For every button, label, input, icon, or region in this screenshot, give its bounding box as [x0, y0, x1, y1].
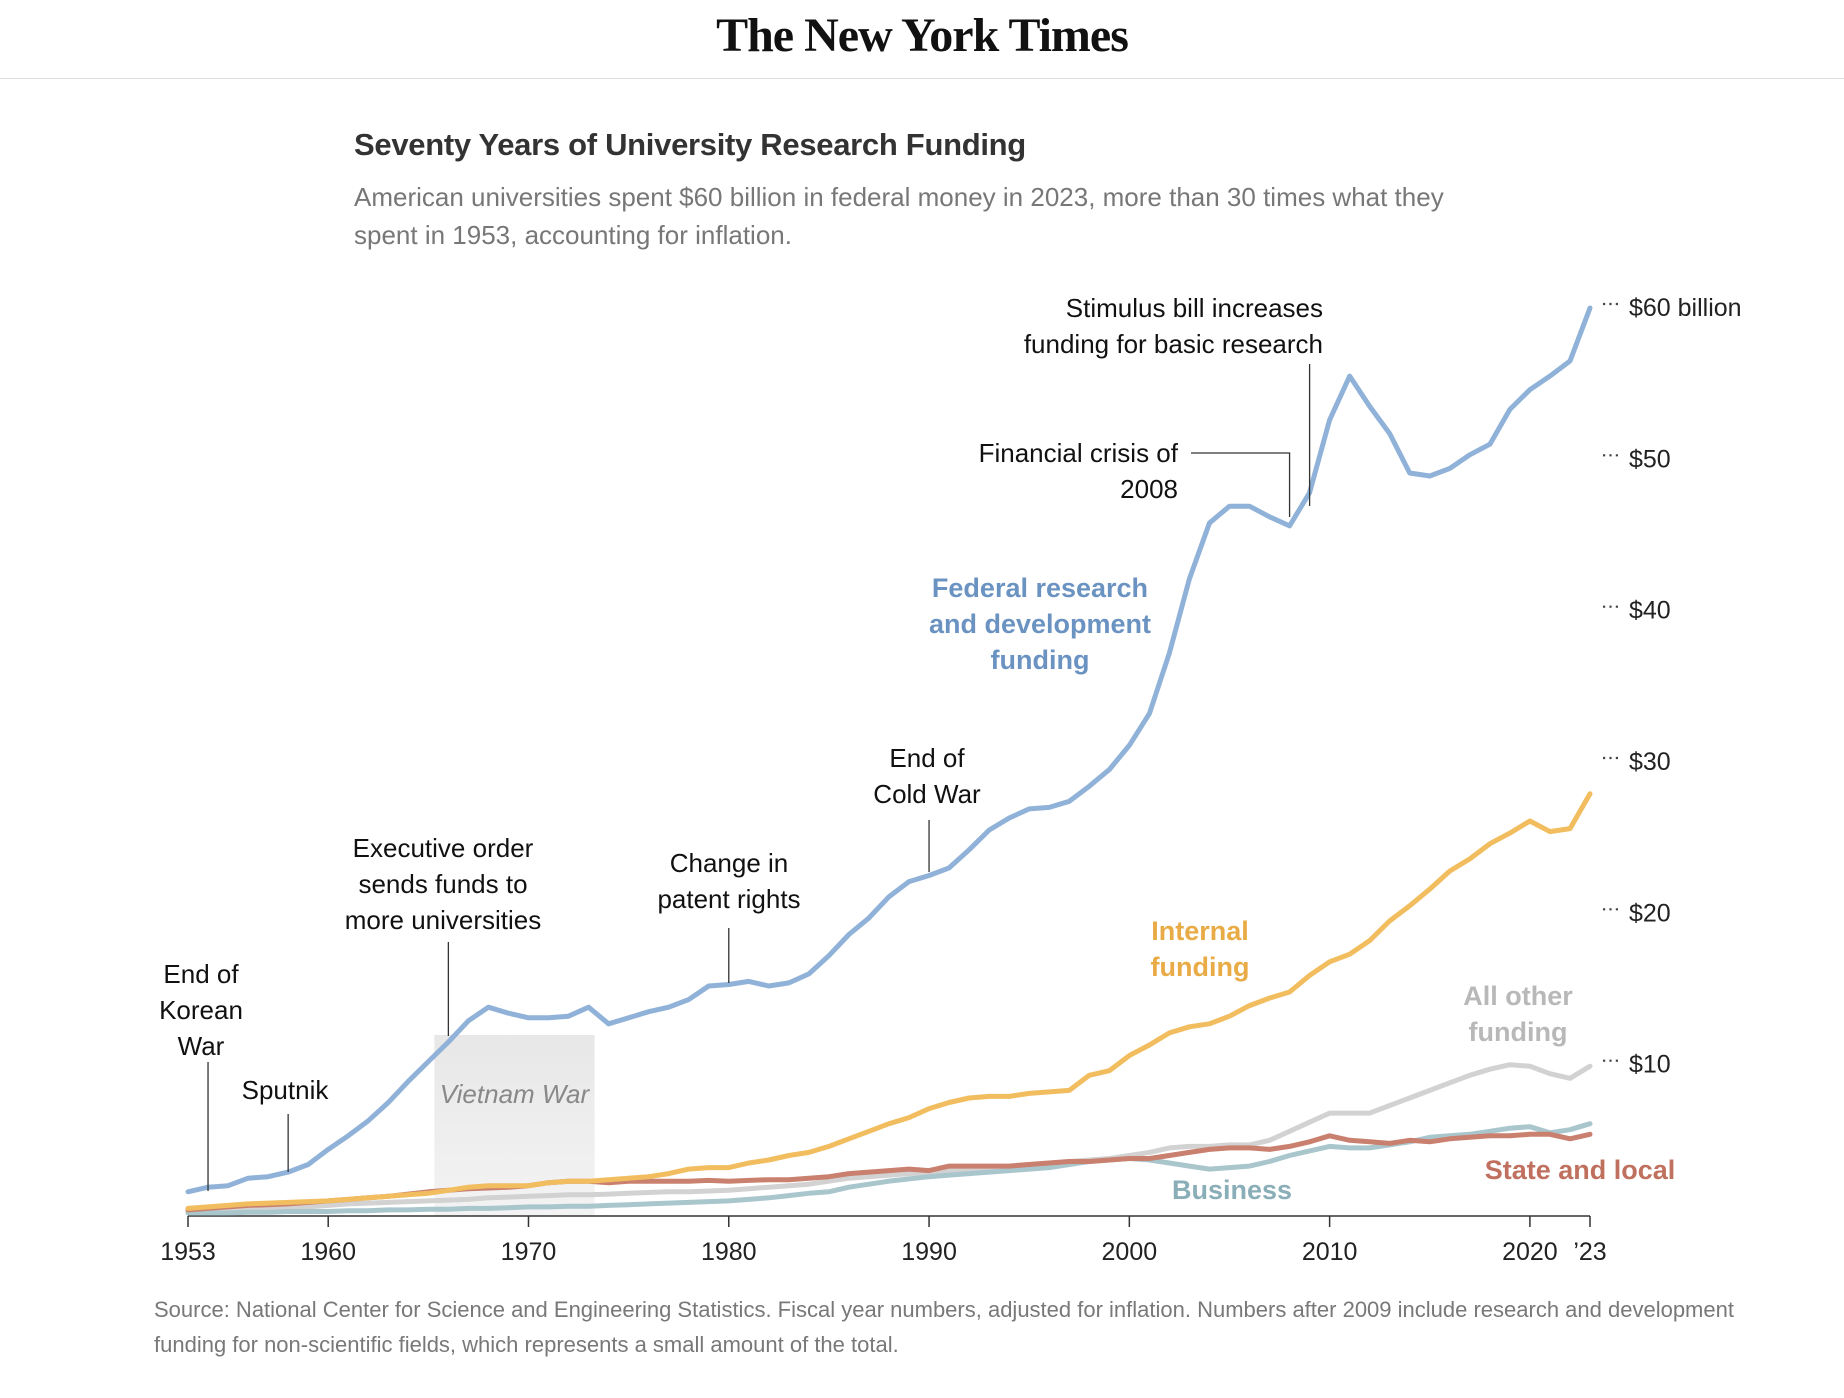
shaded-period-label: Vietnam War: [439, 1079, 590, 1109]
x-tick-label: 1980: [701, 1238, 757, 1266]
x-tick-label: 2000: [1102, 1238, 1158, 1266]
series-line: [185, 1062, 1593, 1214]
series-line: [185, 1121, 1593, 1216]
y-tick-label: $20: [1629, 899, 1671, 927]
x-tick-label: 2020: [1502, 1238, 1558, 1266]
series-label: Business: [1171, 1175, 1293, 1205]
series-line: [185, 305, 1593, 1195]
y-tick-label: $10: [1629, 1051, 1671, 1079]
annotation: Executive order sends funds to more univ…: [344, 833, 542, 935]
y-tick-label: $60 billion: [1629, 294, 1742, 322]
annotation: End of Korean War: [159, 959, 243, 1061]
annotation: End of Cold War: [873, 743, 981, 809]
series-line: [185, 791, 1593, 1211]
series-label: State and local: [1484, 1155, 1676, 1185]
series-label: Internal funding: [1150, 916, 1250, 982]
y-tick-label: $40: [1629, 597, 1671, 625]
chart-title: Seventy Years of University Research Fun…: [354, 127, 1026, 162]
series-label: Federal research and development funding: [928, 573, 1152, 675]
annotation: Stimulus bill increases funding for basi…: [1023, 293, 1323, 359]
annotation-leader: [1191, 452, 1291, 517]
masthead: The New York Times: [0, 0, 1844, 79]
x-tick-label: 1953: [160, 1238, 216, 1266]
source-note: Source: National Center for Science and …: [154, 1297, 1734, 1357]
x-tick-label: 1990: [901, 1238, 957, 1266]
x-tick-label: 1960: [300, 1238, 356, 1266]
y-tick-label: $50: [1629, 445, 1671, 473]
chart-subtitle: American universities spent $60 billion …: [354, 182, 1444, 250]
annotation: Financial crisis of 2008: [978, 438, 1178, 504]
series-label: All other funding: [1463, 981, 1573, 1047]
annotation: Change in patent rights: [657, 848, 801, 914]
annotation: Sputnik: [241, 1075, 329, 1105]
y-tick-label: $30: [1629, 748, 1671, 776]
x-tick-label: 1970: [501, 1238, 557, 1266]
x-tick-label: 2010: [1302, 1238, 1358, 1266]
x-tick-label: ’23: [1573, 1238, 1606, 1266]
logo: The New York Times: [716, 9, 1129, 62]
